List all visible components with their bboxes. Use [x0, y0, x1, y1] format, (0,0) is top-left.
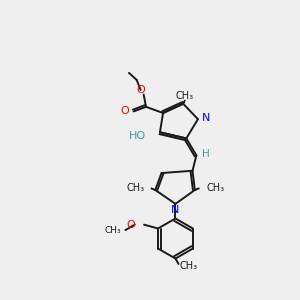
Text: N: N	[202, 112, 210, 123]
Text: CH₃: CH₃	[104, 226, 121, 235]
Text: CH₃: CH₃	[206, 184, 225, 194]
Text: CH₃: CH₃	[176, 91, 194, 101]
Text: CH₃: CH₃	[179, 261, 197, 271]
Text: N: N	[171, 205, 180, 215]
Text: CH₃: CH₃	[126, 184, 145, 194]
Text: O: O	[120, 106, 129, 116]
Text: O: O	[126, 220, 135, 230]
Text: O: O	[136, 85, 145, 95]
Text: H: H	[202, 149, 210, 159]
Text: HO: HO	[129, 131, 146, 141]
